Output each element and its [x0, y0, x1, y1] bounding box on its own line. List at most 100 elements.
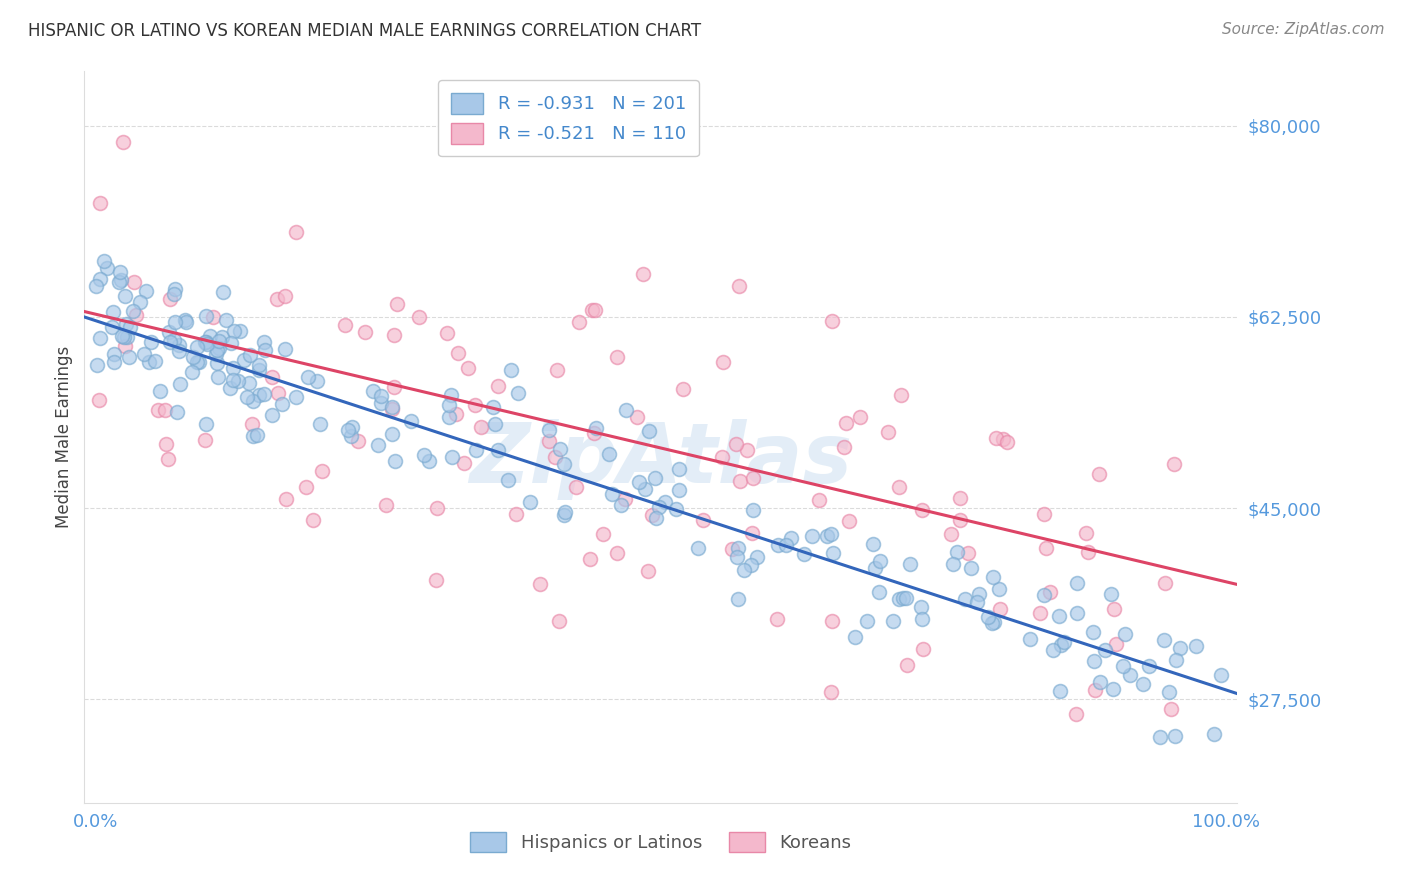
Point — [1149, 730, 1171, 744]
Point — [1209, 668, 1232, 682]
Point — [173, 313, 195, 327]
Point — [1050, 639, 1073, 653]
Point — [93, 253, 115, 268]
Point — [96, 260, 118, 275]
Point — [162, 287, 184, 301]
Point — [911, 503, 934, 517]
Point — [820, 685, 842, 699]
Point — [1099, 587, 1122, 601]
Point — [966, 595, 988, 609]
Point — [1170, 641, 1192, 656]
Point — [110, 273, 132, 287]
Point — [439, 410, 461, 425]
Point — [274, 342, 297, 356]
Point — [583, 302, 606, 317]
Point — [340, 420, 363, 434]
Point — [238, 376, 260, 390]
Point — [887, 479, 910, 493]
Point — [148, 403, 170, 417]
Point — [766, 612, 789, 626]
Point — [135, 285, 157, 299]
Point — [711, 355, 734, 369]
Point — [118, 350, 141, 364]
Point — [121, 304, 143, 318]
Point — [835, 416, 858, 430]
Point — [169, 377, 191, 392]
Point — [163, 315, 186, 329]
Point — [247, 388, 270, 402]
Point — [125, 308, 148, 322]
Point — [155, 437, 177, 451]
Point — [361, 384, 384, 399]
Point — [983, 615, 1005, 629]
Point — [949, 491, 972, 505]
Point — [644, 470, 666, 484]
Point — [297, 370, 319, 384]
Point — [108, 265, 131, 279]
Point — [600, 487, 623, 501]
Point — [195, 334, 218, 349]
Point — [253, 387, 276, 401]
Point — [634, 483, 657, 497]
Point — [194, 310, 217, 324]
Point — [614, 403, 637, 417]
Point — [946, 545, 969, 559]
Point — [103, 347, 125, 361]
Point — [120, 320, 142, 334]
Point — [877, 425, 900, 440]
Point — [606, 546, 628, 560]
Point — [211, 330, 233, 344]
Point — [247, 363, 270, 377]
Point — [1077, 545, 1099, 559]
Point — [505, 507, 527, 521]
Point — [638, 425, 661, 439]
Point — [742, 503, 765, 517]
Point — [1066, 576, 1088, 591]
Point — [188, 355, 211, 369]
Point — [710, 450, 733, 464]
Point — [820, 527, 842, 541]
Point — [585, 421, 607, 435]
Point — [486, 443, 509, 458]
Point — [956, 546, 979, 560]
Point — [132, 347, 155, 361]
Point — [728, 279, 751, 293]
Point — [159, 334, 181, 349]
Point — [581, 303, 603, 318]
Point — [215, 312, 238, 326]
Point — [672, 383, 695, 397]
Point — [226, 374, 249, 388]
Point — [266, 292, 288, 306]
Point — [242, 394, 264, 409]
Point — [163, 282, 186, 296]
Point — [112, 330, 135, 344]
Point — [641, 508, 664, 522]
Text: HISPANIC OR LATINO VS KOREAN MEDIAN MALE EARNINGS CORRELATION CHART: HISPANIC OR LATINO VS KOREAN MEDIAN MALE… — [28, 22, 702, 40]
Point — [242, 428, 264, 442]
Point — [834, 440, 856, 454]
Point — [537, 423, 560, 437]
Point — [253, 343, 276, 358]
Point — [253, 335, 276, 350]
Point — [84, 279, 107, 293]
Point — [384, 453, 406, 467]
Point — [464, 442, 486, 457]
Point — [821, 545, 844, 559]
Point — [637, 565, 659, 579]
Point — [174, 315, 197, 329]
Point — [128, 295, 150, 310]
Point — [1184, 640, 1206, 654]
Point — [942, 557, 965, 571]
Point — [529, 577, 551, 591]
Point — [988, 602, 1011, 616]
Point — [984, 431, 1007, 445]
Point — [1114, 626, 1136, 640]
Point — [869, 554, 891, 568]
Point — [114, 289, 136, 303]
Point — [969, 586, 991, 600]
Point — [627, 475, 650, 490]
Point — [208, 341, 231, 355]
Point — [1153, 632, 1175, 647]
Point — [538, 434, 561, 448]
Point — [631, 267, 654, 281]
